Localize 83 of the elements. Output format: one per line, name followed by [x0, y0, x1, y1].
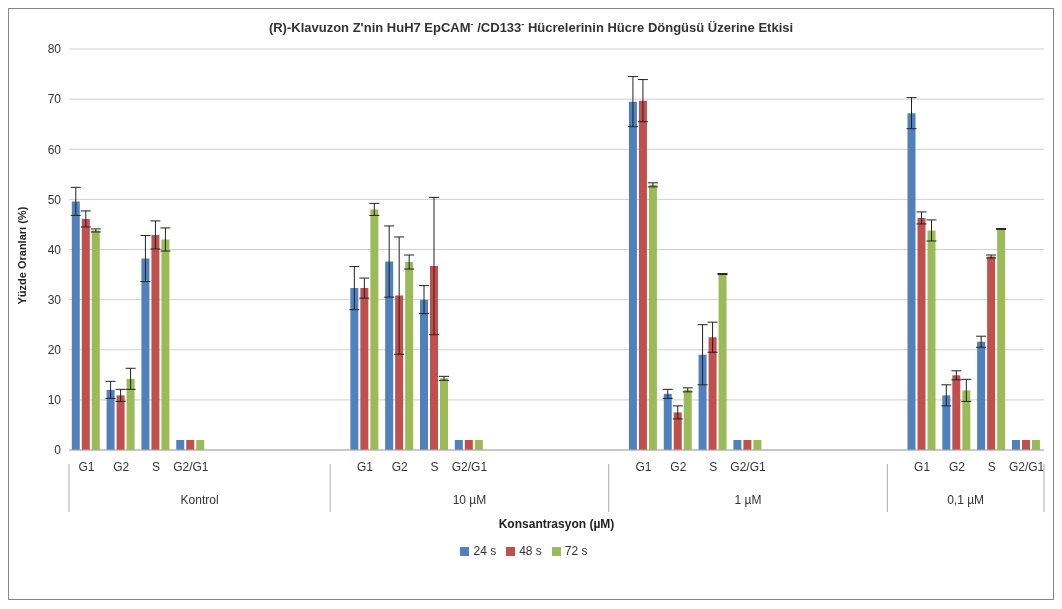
- x-tick-label: G1: [356, 459, 374, 474]
- bar: [161, 239, 170, 450]
- bar: [405, 262, 414, 450]
- legend-label: 48 s: [519, 544, 542, 558]
- bar: [1011, 439, 1020, 450]
- x-tick-label: S: [430, 459, 439, 474]
- bar: [673, 412, 682, 450]
- bar: [106, 389, 115, 450]
- bar: [126, 378, 135, 450]
- bar: [708, 337, 717, 450]
- text: 10 µM: [452, 493, 487, 507]
- x-tick-label: G1: [914, 459, 931, 474]
- bar: [628, 101, 637, 450]
- x-tick-label: G1: [78, 459, 95, 474]
- x-tick-label: G2/G1: [451, 459, 488, 474]
- bar: [977, 341, 986, 450]
- bar: [71, 201, 80, 450]
- bar: [360, 288, 369, 450]
- x-tick-label: G2: [113, 459, 130, 474]
- bar: [474, 439, 483, 450]
- text: 1 µM: [734, 493, 762, 507]
- bar: [1031, 439, 1040, 450]
- bar: [942, 395, 951, 450]
- x-tick-label: G2/G1: [1008, 459, 1045, 474]
- bar: [440, 378, 448, 450]
- x-tick-label: G2: [391, 459, 409, 474]
- bar: [638, 100, 647, 450]
- bar: [663, 393, 672, 450]
- bar: [917, 217, 926, 450]
- chart-title: (R)-Klavuzon Z'nin HuH7 EpCAM$^{-}$ /CD133$^{-}$ Hücrelerinin Hücre Döngüsü Üzerine Etkisi: [268, 19, 794, 35]
- bar: [718, 274, 727, 450]
- bar: [962, 390, 971, 450]
- x-tick-label: G2: [948, 459, 966, 474]
- y-tick-label: 80: [47, 42, 62, 57]
- x-tick-label: G2/G1: [730, 459, 767, 474]
- bar: [116, 395, 125, 450]
- x-axis-title: Konsantrasyon (µM): [498, 517, 615, 531]
- x-tick-label: S: [709, 459, 718, 474]
- y-tick-label: 0: [54, 443, 62, 458]
- bar: [176, 439, 185, 450]
- bar: [683, 389, 692, 450]
- y-axis-title: Yüzde Oranları (%): [15, 206, 28, 305]
- bar: [350, 288, 359, 450]
- bar: [733, 439, 742, 450]
- text: Kontrol: [180, 493, 219, 507]
- bar: [454, 439, 463, 450]
- bar: [952, 375, 961, 450]
- text: 0,1 µM: [947, 493, 985, 507]
- x-tick-label: G2/G1: [173, 459, 209, 474]
- legend-label: 72 s: [564, 544, 588, 558]
- bar: [151, 234, 160, 450]
- bar: [907, 113, 916, 450]
- y-tick-label: 20: [47, 343, 62, 358]
- bar: [464, 439, 473, 450]
- bar: [395, 295, 404, 450]
- bar: [753, 439, 762, 450]
- y-tick-label: 30: [47, 292, 62, 307]
- bar: [743, 439, 752, 450]
- bar: [420, 299, 428, 450]
- y-tick-label: 10: [47, 393, 62, 408]
- legend-label: 24 s: [473, 544, 497, 558]
- bar: [698, 354, 707, 450]
- bar: [430, 266, 438, 450]
- bar: [81, 218, 90, 450]
- bar: [370, 209, 379, 450]
- bar: [186, 439, 195, 450]
- bar: [1021, 439, 1030, 450]
- y-tick-label: 60: [47, 142, 62, 157]
- bar: [927, 230, 936, 450]
- x-tick-label: S: [152, 459, 161, 474]
- x-tick-label: G2: [670, 459, 687, 474]
- bar: [385, 261, 394, 450]
- y-tick-label: 40: [47, 242, 62, 257]
- y-tick-label: 70: [47, 92, 62, 107]
- x-tick-label: G1: [635, 459, 652, 474]
- bar: [196, 439, 205, 450]
- x-tick-label: S: [987, 459, 996, 474]
- bar: [997, 228, 1006, 450]
- y-tick-label: 50: [47, 192, 62, 207]
- bar: [987, 256, 996, 450]
- bar: [91, 230, 100, 450]
- bar: [141, 258, 150, 450]
- bar: [648, 184, 657, 450]
